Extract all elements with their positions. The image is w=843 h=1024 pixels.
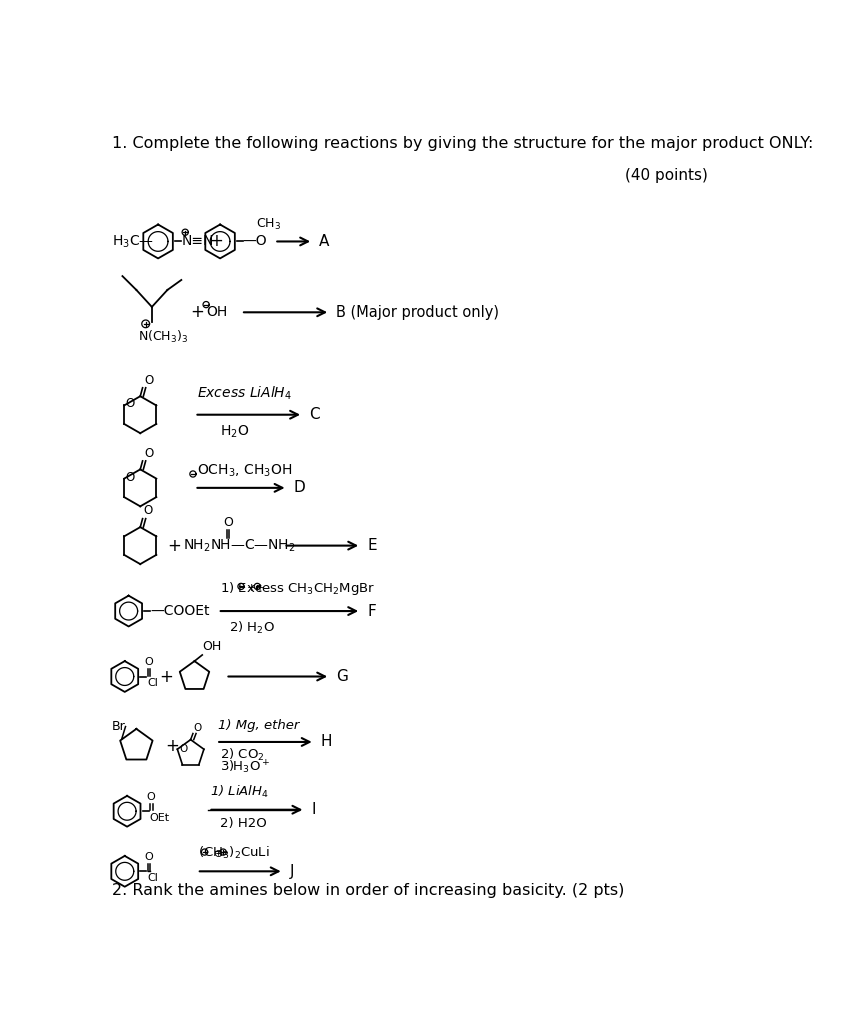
- Text: (40 points): (40 points): [625, 168, 707, 183]
- Text: 3)H$_3$O$^+$: 3)H$_3$O$^+$: [220, 758, 271, 775]
- Text: 2) H$_2$O: 2) H$_2$O: [229, 621, 276, 636]
- Text: C: C: [309, 408, 319, 422]
- Text: D: D: [293, 480, 305, 496]
- Text: 2) H2O: 2) H2O: [220, 817, 267, 830]
- Text: 1) LiAlH$_4$: 1) LiAlH$_4$: [210, 784, 269, 801]
- Text: Cl: Cl: [148, 872, 158, 883]
- Text: OH: OH: [207, 305, 228, 319]
- Text: 1. Complete the following reactions by giving the structure for the major produc: 1. Complete the following reactions by g…: [111, 136, 813, 151]
- Text: ⊕: ⊕: [214, 849, 223, 858]
- Text: A: A: [319, 233, 329, 249]
- Text: —O: —O: [243, 234, 267, 249]
- Text: 1) Mg, ether: 1) Mg, ether: [217, 719, 299, 732]
- Text: N≡N: N≡N: [181, 234, 213, 249]
- Text: 2. Rank the amines below in order of increasing basicity. (2 pts): 2. Rank the amines below in order of inc…: [111, 883, 624, 897]
- Text: CH$_3$: CH$_3$: [256, 217, 282, 232]
- Text: +: +: [165, 737, 179, 755]
- Text: 1) Excess CH$_3$CH$_2$MgBr: 1) Excess CH$_3$CH$_2$MgBr: [220, 581, 375, 597]
- Text: O: O: [144, 447, 153, 460]
- Text: O: O: [223, 516, 233, 528]
- Text: I: I: [312, 802, 316, 817]
- Text: O: O: [147, 792, 155, 802]
- Text: NH$_2$NH—C—NH$_2$: NH$_2$NH—C—NH$_2$: [183, 538, 295, 554]
- Text: J: J: [290, 864, 294, 879]
- Text: O: O: [179, 744, 187, 755]
- Text: O: O: [144, 374, 153, 387]
- Text: +: +: [159, 668, 174, 685]
- Text: B (Major product only): B (Major product only): [336, 305, 499, 319]
- Text: Excess LiAlH$_4$: Excess LiAlH$_4$: [196, 385, 292, 402]
- Text: O: O: [126, 397, 135, 411]
- Text: O: O: [144, 657, 153, 668]
- Text: Cl: Cl: [148, 678, 158, 688]
- Text: O: O: [126, 471, 135, 483]
- Text: H$_3$C—: H$_3$C—: [111, 233, 153, 250]
- Text: O: O: [144, 852, 153, 862]
- Text: G: G: [336, 669, 348, 684]
- Text: O: O: [194, 723, 202, 733]
- Text: +: +: [168, 537, 181, 555]
- Text: +: +: [209, 232, 223, 251]
- Text: O: O: [143, 504, 153, 517]
- Text: H: H: [321, 734, 332, 750]
- Text: ++: ++: [247, 583, 266, 593]
- Text: OH: OH: [202, 640, 222, 653]
- Text: F: F: [368, 603, 376, 618]
- Text: +: +: [191, 303, 205, 322]
- Text: (CH$_3$)$_2$CuLi: (CH$_3$)$_2$CuLi: [198, 845, 271, 861]
- Text: 2) CO$_2$: 2) CO$_2$: [220, 748, 265, 764]
- Text: OEt: OEt: [149, 813, 169, 823]
- Text: E: E: [368, 538, 377, 553]
- Text: —COOEt: —COOEt: [150, 604, 210, 618]
- Text: N(CH$_3$)$_3$: N(CH$_3$)$_3$: [138, 329, 188, 344]
- Text: Br: Br: [111, 720, 126, 733]
- Text: OCH$_3$, CH$_3$OH: OCH$_3$, CH$_3$OH: [196, 462, 293, 478]
- Text: H$_2$O: H$_2$O: [220, 424, 250, 440]
